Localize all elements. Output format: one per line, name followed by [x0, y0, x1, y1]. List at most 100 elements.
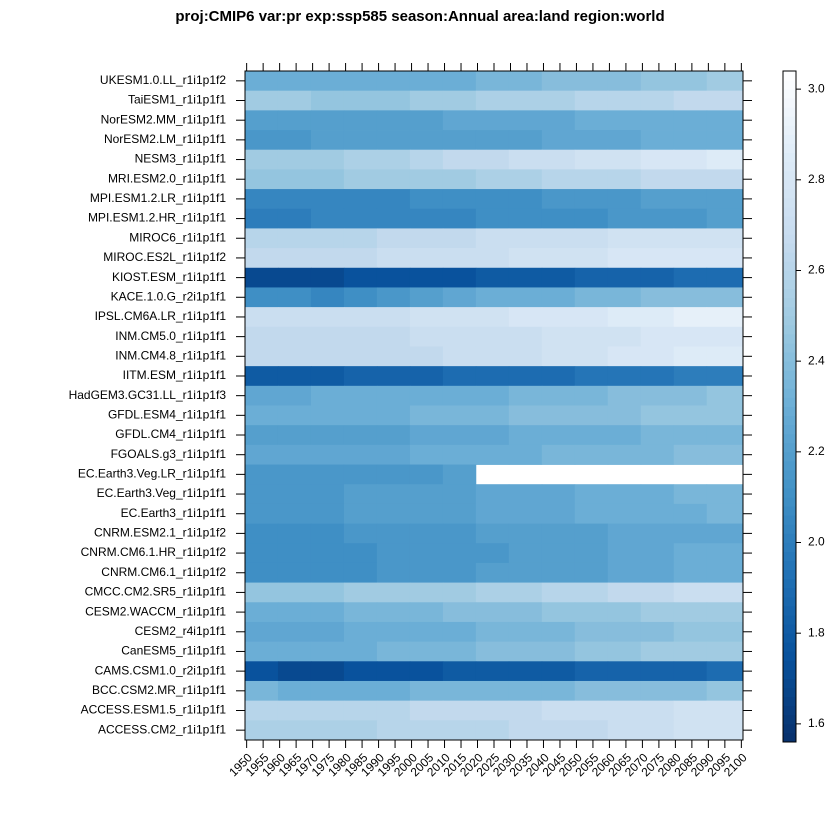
heat-cell: [245, 267, 279, 288]
heat-cell: [376, 149, 411, 170]
heat-cell: [475, 189, 510, 210]
heat-cell: [442, 287, 477, 308]
heat-cell: [640, 543, 675, 564]
heat-cell: [442, 720, 477, 741]
colorbar-step: [783, 397, 796, 407]
heat-cell: [607, 503, 642, 524]
heat-cell: [409, 287, 444, 308]
colorbar-step: [783, 370, 796, 380]
heat-cell: [541, 405, 576, 426]
heat-cell: [343, 621, 378, 643]
heat-cell: [508, 208, 543, 229]
heat-cell: [442, 228, 477, 249]
y-tick-label: IITM.ESM_r1i1p1f1: [123, 368, 227, 382]
heat-cell: [541, 248, 576, 269]
heat-cell: [475, 71, 510, 92]
heat-cell: [673, 602, 708, 623]
heat-cell: [673, 720, 708, 741]
colorbar-step: [783, 324, 796, 335]
heat-cell: [376, 90, 411, 111]
heat-cell: [310, 444, 345, 465]
heat-cell: [376, 484, 411, 505]
heat-cell: [310, 366, 345, 387]
colorbar-step: [783, 732, 796, 743]
heat-cell: [310, 464, 345, 485]
heat-cell: [245, 346, 279, 367]
heat-cell: [508, 267, 543, 288]
heat-cell: [706, 523, 744, 544]
heat-cell: [409, 228, 444, 249]
heat-cell: [673, 543, 708, 564]
colorbar-tick-label: 1.8: [808, 625, 825, 639]
heat-cell: [442, 169, 477, 190]
y-tick-label: CNRM.CM6.1_r1i1p1f2: [101, 565, 226, 579]
heat-cell: [475, 287, 510, 308]
heat-cell: [376, 248, 411, 269]
heat-cell: [508, 228, 543, 249]
heat-cell: [673, 680, 708, 702]
heat-cell: [409, 208, 444, 229]
heat-cell: [376, 208, 411, 229]
heat-cell: [376, 464, 411, 485]
heat-cell: [574, 326, 609, 347]
heat-cell: [574, 582, 609, 603]
heat-cell: [376, 562, 411, 583]
heat-cell: [508, 720, 543, 741]
heat-cell: [442, 326, 477, 347]
heat-cell: [541, 326, 576, 347]
heat-cell: [640, 425, 675, 446]
y-tick-label: NorESM2.LM_r1i1p1f1: [104, 132, 226, 146]
heat-cell: [508, 130, 543, 151]
heat-cell: [409, 503, 444, 524]
heat-cell: [706, 208, 744, 229]
heat-cell: [607, 405, 642, 426]
heat-cell: [343, 405, 378, 426]
heat-cell: [245, 405, 279, 426]
heat-cell: [343, 366, 378, 387]
heat-cell: [442, 130, 477, 151]
heat-cell: [541, 307, 576, 328]
heat-cell: [277, 405, 312, 426]
heat-cell: [376, 523, 411, 544]
heat-cell: [245, 602, 279, 623]
heat-cell: [245, 700, 279, 721]
heat-cell: [343, 189, 378, 210]
heat-cell: [607, 582, 642, 603]
heat-cell: [673, 208, 708, 229]
heat-cell: [640, 680, 675, 702]
heat-cell: [245, 248, 279, 269]
colorbar-step: [783, 315, 796, 326]
heat-cell: [277, 385, 312, 406]
heat-cell: [409, 189, 444, 210]
heat-cell: [475, 444, 510, 465]
heat-cell: [442, 425, 477, 446]
heat-cell: [442, 149, 477, 170]
colorbar-step: [783, 479, 796, 489]
heat-cell: [673, 90, 708, 111]
heat-cell: [409, 464, 444, 485]
heat-cell: [706, 149, 744, 170]
heat-cell: [475, 326, 510, 347]
heat-cell: [706, 248, 744, 269]
heat-cell: [277, 228, 312, 249]
heat-cell: [508, 543, 543, 564]
heat-cell: [475, 562, 510, 583]
heat-cell: [640, 700, 675, 721]
heat-cell: [343, 464, 378, 485]
heat-cell: [541, 641, 576, 662]
heat-cell: [706, 484, 744, 505]
heat-cell: [277, 543, 312, 564]
heat-cell: [508, 562, 543, 583]
heat-cell: [706, 405, 744, 426]
heat-cell: [475, 208, 510, 229]
colorbar-step: [783, 125, 796, 135]
heat-cell: [541, 228, 576, 249]
colorbar-step: [783, 170, 796, 181]
heat-cell: [442, 484, 477, 505]
heat-cell: [574, 248, 609, 269]
heat-cell: [574, 680, 609, 702]
heat-cell: [409, 405, 444, 426]
colorbar-step: [783, 524, 796, 534]
heat-cell: [574, 641, 609, 662]
